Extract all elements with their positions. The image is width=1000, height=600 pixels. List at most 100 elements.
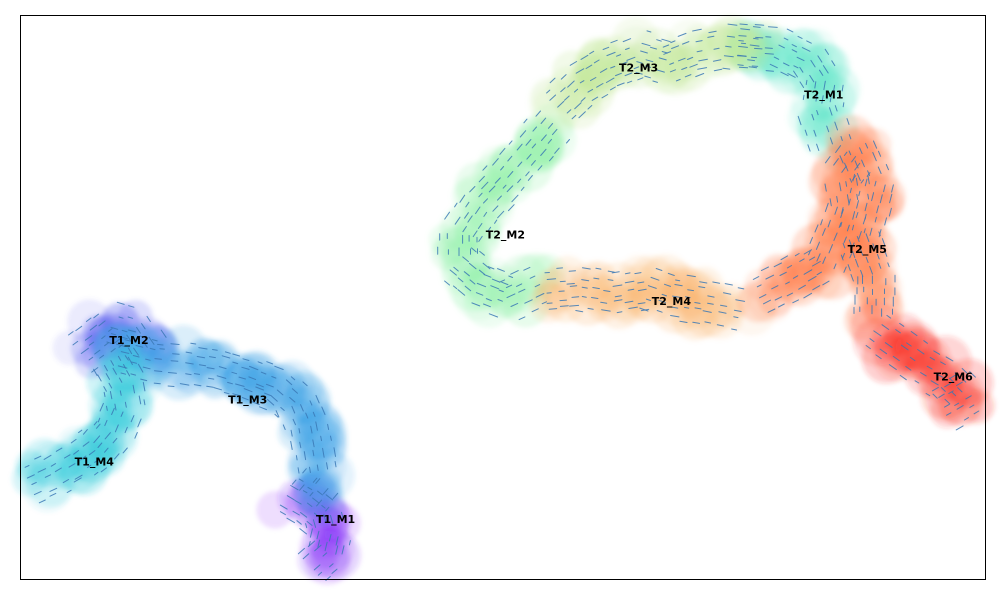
velocity-arrow	[249, 365, 259, 371]
velocity-arrow	[317, 571, 323, 576]
velocity-arrow	[303, 451, 307, 461]
velocity-arrow	[298, 478, 304, 482]
velocity-arrow	[833, 158, 839, 166]
velocity-arrow	[315, 395, 320, 404]
velocity-arrow	[905, 366, 912, 371]
velocity-arrow	[733, 309, 742, 312]
velocity-arrow	[753, 37, 759, 40]
velocity-arrow	[954, 402, 960, 406]
velocity-arrow	[713, 47, 720, 50]
velocity-arrow	[265, 383, 274, 388]
velocity-arrow	[678, 57, 686, 62]
velocity-arrow	[671, 45, 680, 49]
velocity-arrow	[869, 227, 873, 236]
velocity-arrow	[559, 305, 569, 307]
velocity-arrow	[681, 67, 688, 70]
cell-point-t1-m1	[297, 541, 337, 580]
velocity-arrow	[524, 299, 533, 304]
velocity-arrow	[510, 302, 519, 307]
velocity-arrow	[879, 348, 888, 355]
velocity-arrow	[855, 212, 859, 219]
velocity-arrow	[694, 302, 701, 304]
velocity-arrow	[80, 455, 87, 461]
velocity-arrow	[767, 308, 776, 313]
velocity-arrow	[848, 134, 852, 140]
velocity-arrow	[143, 399, 146, 406]
velocity-arrow	[636, 61, 643, 64]
velocity-arrow	[139, 335, 148, 339]
velocity-arrow	[449, 269, 457, 276]
velocity-arrow	[589, 50, 595, 55]
velocity-arrow	[334, 461, 337, 468]
velocity-arrow	[748, 66, 758, 69]
velocity-arrow	[119, 340, 124, 345]
velocity-arrow	[221, 355, 231, 359]
velocity-arrow	[645, 298, 651, 301]
velocity-arrow	[596, 83, 604, 88]
velocity-arrow	[798, 284, 806, 290]
velocity-arrow	[738, 40, 744, 42]
velocity-arrow	[672, 295, 682, 298]
velocity-arrow	[508, 140, 513, 145]
velocity-arrow	[275, 410, 280, 418]
velocity-arrow	[697, 67, 708, 70]
velocity-arrow	[119, 336, 128, 340]
velocity-arrow	[70, 438, 77, 444]
velocity-arrow	[459, 194, 466, 203]
velocity-arrow	[639, 307, 649, 312]
velocity-arrow	[575, 310, 584, 313]
velocity-arrow	[326, 462, 329, 470]
velocity-arrow	[865, 142, 869, 149]
velocity-arrow	[961, 377, 967, 383]
velocity-arrow	[256, 383, 264, 388]
velocity-arrow	[84, 335, 93, 341]
velocity-arrow	[787, 73, 796, 78]
velocity-arrow	[661, 38, 671, 43]
velocity-arrow	[829, 198, 832, 207]
velocity-arrow	[43, 454, 52, 460]
velocity-arrow	[523, 266, 531, 271]
velocity-arrow	[812, 261, 821, 267]
velocity-arrow	[299, 441, 302, 449]
velocity-arrow	[104, 365, 108, 372]
velocity-arrow	[856, 236, 860, 242]
velocity-arrow	[295, 455, 298, 461]
velocity-arrow	[320, 435, 322, 442]
velocity-arrow	[779, 271, 787, 276]
velocity-arrow	[547, 138, 552, 144]
velocity-arrow	[864, 178, 868, 187]
velocity-arrow	[724, 283, 733, 286]
velocity-arrow	[483, 211, 488, 217]
velocity-arrow	[274, 413, 279, 418]
velocity-arrow	[88, 450, 96, 456]
velocity-arrow	[812, 285, 821, 291]
velocity-arrow	[328, 534, 332, 542]
velocity-arrow	[532, 126, 537, 132]
velocity-arrow	[271, 376, 277, 379]
velocity-arrow	[910, 331, 918, 337]
velocity-arrow	[737, 64, 744, 66]
velocity-arrow	[834, 121, 838, 131]
velocity-arrow	[929, 356, 935, 361]
velocity-arrow	[848, 198, 851, 206]
velocity-arrow	[848, 239, 853, 248]
velocity-arrow	[756, 284, 762, 288]
velocity-arrow	[556, 267, 563, 269]
velocity-arrow	[483, 274, 492, 278]
velocity-arrow	[241, 397, 249, 401]
velocity-arrow	[478, 235, 483, 242]
velocity-arrow	[569, 285, 578, 287]
velocity-arrow	[884, 342, 893, 348]
velocity-arrow	[624, 280, 635, 284]
velocity-arrow	[500, 166, 505, 171]
velocity-arrow	[679, 320, 688, 323]
velocity-arrow	[591, 297, 599, 299]
velocity-arrow	[516, 283, 523, 287]
velocity-arrow	[765, 274, 775, 280]
velocity-arrow	[103, 386, 107, 392]
velocity-arrow	[872, 152, 877, 162]
velocity-arrow	[655, 69, 665, 73]
velocity-arrow	[149, 347, 156, 351]
velocity-arrow	[833, 232, 838, 241]
velocity-arrow	[74, 474, 83, 480]
